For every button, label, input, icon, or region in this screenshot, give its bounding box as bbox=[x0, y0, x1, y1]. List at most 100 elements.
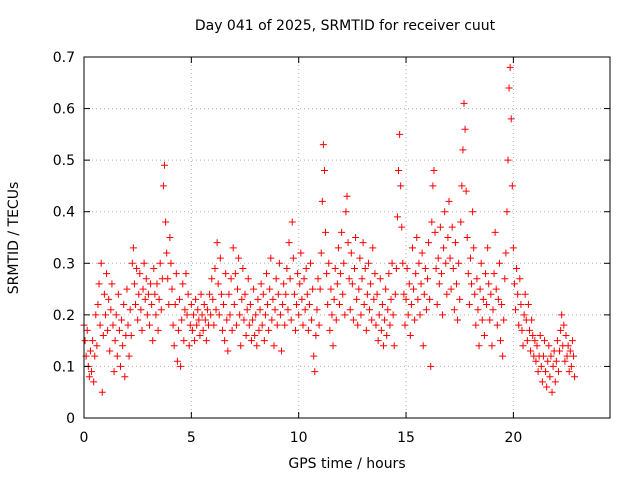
data-point bbox=[339, 290, 347, 298]
data-point bbox=[411, 316, 419, 324]
data-point bbox=[282, 290, 290, 298]
data-point bbox=[437, 270, 445, 278]
data-point bbox=[209, 295, 217, 303]
data-point bbox=[387, 295, 395, 303]
data-point bbox=[546, 373, 554, 381]
data-point bbox=[171, 301, 179, 309]
data-point bbox=[465, 301, 473, 309]
data-point bbox=[374, 337, 382, 345]
data-point bbox=[536, 331, 544, 339]
data-point bbox=[174, 326, 182, 334]
data-point bbox=[560, 321, 568, 329]
data-point bbox=[157, 306, 165, 314]
data-point bbox=[432, 264, 440, 272]
data-point bbox=[354, 321, 362, 329]
x-tick-label: 15 bbox=[397, 430, 415, 446]
data-point bbox=[481, 270, 489, 278]
data-point bbox=[326, 326, 334, 334]
data-point bbox=[242, 331, 250, 339]
data-point bbox=[81, 337, 89, 345]
data-point bbox=[358, 275, 366, 283]
data-point bbox=[503, 208, 511, 216]
data-point bbox=[454, 316, 462, 324]
data-point bbox=[192, 295, 200, 303]
data-point bbox=[528, 316, 536, 324]
data-point bbox=[311, 368, 319, 376]
data-point bbox=[120, 301, 128, 309]
data-point bbox=[508, 182, 516, 190]
data-point bbox=[405, 280, 413, 288]
data-point bbox=[433, 301, 441, 309]
data-point bbox=[207, 311, 215, 319]
data-point bbox=[529, 331, 537, 339]
data-point bbox=[331, 264, 339, 272]
data-point bbox=[487, 290, 495, 298]
data-point bbox=[392, 264, 400, 272]
data-point bbox=[256, 306, 264, 314]
data-point bbox=[334, 244, 342, 252]
y-tick-label: 0.3 bbox=[53, 256, 75, 272]
data-point bbox=[154, 326, 162, 334]
data-point bbox=[164, 275, 172, 283]
data-point bbox=[286, 275, 294, 283]
data-point bbox=[570, 352, 578, 360]
data-point bbox=[213, 239, 221, 247]
data-point bbox=[371, 270, 379, 278]
data-point bbox=[161, 161, 169, 169]
data-point bbox=[304, 326, 312, 334]
data-point bbox=[99, 331, 107, 339]
data-point bbox=[565, 368, 573, 376]
data-point bbox=[567, 362, 575, 370]
data-point bbox=[464, 270, 472, 278]
data-point bbox=[403, 264, 411, 272]
data-point bbox=[475, 342, 483, 350]
data-point bbox=[223, 316, 231, 324]
data-point bbox=[151, 290, 159, 298]
data-point bbox=[230, 301, 238, 309]
data-point bbox=[108, 280, 116, 288]
data-point bbox=[275, 259, 283, 267]
data-point bbox=[130, 280, 138, 288]
data-point bbox=[187, 301, 195, 309]
data-point bbox=[539, 352, 547, 360]
data-point bbox=[541, 337, 549, 345]
data-point bbox=[115, 326, 123, 334]
data-point bbox=[317, 249, 325, 257]
data-point bbox=[412, 270, 420, 278]
data-point bbox=[156, 259, 164, 267]
data-point bbox=[416, 311, 424, 319]
data-point bbox=[549, 362, 557, 370]
data-point bbox=[302, 264, 310, 272]
data-point bbox=[124, 321, 132, 329]
data-point bbox=[451, 239, 459, 247]
data-point bbox=[556, 347, 564, 355]
data-point bbox=[109, 321, 117, 329]
data-point bbox=[476, 285, 484, 293]
data-point bbox=[110, 368, 118, 376]
data-point bbox=[163, 249, 171, 257]
data-point bbox=[252, 311, 260, 319]
data-point bbox=[278, 347, 286, 355]
data-point bbox=[397, 182, 405, 190]
data-point bbox=[415, 259, 423, 267]
data-point bbox=[368, 316, 376, 324]
data-point bbox=[533, 342, 541, 350]
data-point bbox=[571, 373, 579, 381]
data-point bbox=[497, 337, 505, 345]
data-point bbox=[134, 316, 142, 324]
data-point bbox=[460, 99, 468, 107]
data-point bbox=[443, 290, 451, 298]
data-point bbox=[127, 331, 135, 339]
data-point bbox=[501, 275, 509, 283]
data-point bbox=[450, 306, 458, 314]
data-point bbox=[486, 316, 494, 324]
data-point bbox=[268, 316, 276, 324]
data-point bbox=[214, 280, 222, 288]
data-point bbox=[226, 311, 234, 319]
data-point bbox=[93, 342, 101, 350]
data-point bbox=[114, 290, 122, 298]
data-point bbox=[139, 285, 147, 293]
data-point bbox=[477, 259, 485, 267]
data-point bbox=[404, 311, 412, 319]
